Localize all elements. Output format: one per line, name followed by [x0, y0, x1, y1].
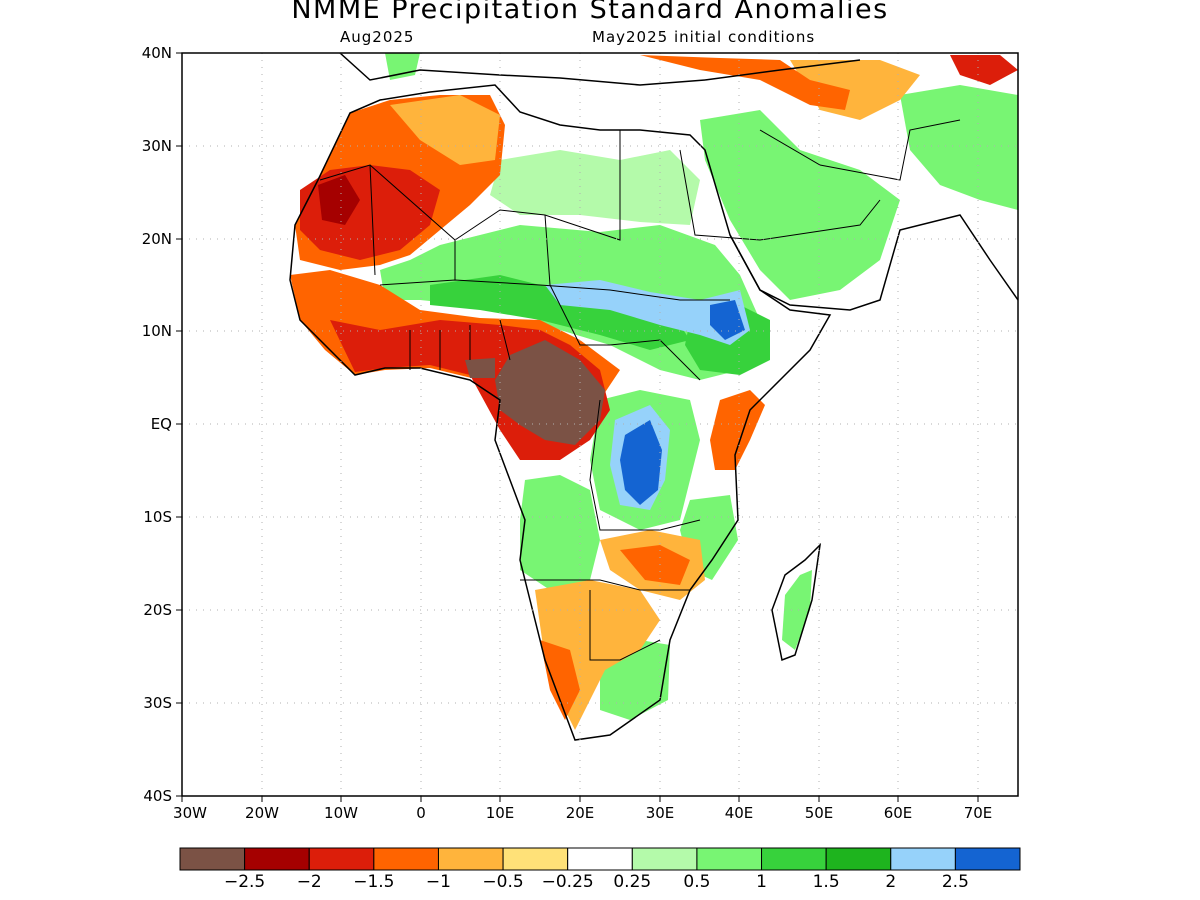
anomaly-brown-ghana — [465, 358, 495, 378]
colorbar-swatch — [179, 847, 246, 871]
colorbar-swatch — [761, 847, 827, 871]
map-title: NMME Precipitation Standard Anomalies — [291, 0, 889, 25]
lat-label: 40N — [141, 44, 172, 62]
colorbar-tick-label: −0.25 — [541, 872, 594, 892]
valid-month-label: Aug2025 — [340, 28, 415, 46]
colorbar-tick-label: 2.5 — [941, 872, 969, 892]
colorbar-tick-label: 1 — [756, 872, 767, 892]
lat-label: 20S — [143, 601, 172, 619]
anomaly-darkgreen-sahel — [430, 275, 690, 350]
lon-label: 20W — [245, 804, 279, 822]
colorbar-swatch — [890, 847, 956, 871]
colorbar-swatch — [825, 847, 892, 871]
anomaly-green-madagascar — [782, 570, 812, 650]
lon-label: 0 — [416, 804, 426, 822]
anomaly-green-angola — [520, 475, 600, 590]
colorbar-swatch — [244, 847, 310, 871]
colorbar-swatch — [954, 847, 1021, 871]
lat-label: EQ — [150, 415, 172, 433]
lat-label: 10N — [141, 322, 172, 340]
lon-label: 40E — [724, 804, 754, 822]
lat-label: 40S — [143, 787, 172, 805]
lon-label: 30E — [645, 804, 675, 822]
colorbar-swatch — [502, 847, 569, 871]
colorbar — [179, 847, 1021, 871]
lon-label: 70E — [963, 804, 993, 822]
colorbar-tick-label: 2 — [885, 872, 897, 892]
colorbar-tick-label: −0.5 — [482, 872, 524, 892]
anomaly-lightblue-sudan — [545, 280, 750, 345]
lon-label: 20E — [565, 804, 595, 822]
colorbar-tick-label: −1.5 — [353, 872, 395, 892]
colorbar-tick-label: −2.5 — [223, 872, 266, 892]
anomaly-red-zambia — [620, 545, 690, 585]
lon-label: 10W — [324, 804, 358, 822]
colorbar-tick-label: 0.25 — [613, 872, 652, 892]
country-borders — [319, 119, 961, 661]
lon-label: 50E — [804, 804, 834, 822]
anomaly-green-iran — [900, 85, 1018, 210]
anomaly-green-arabia — [700, 110, 900, 300]
colorbar-swatch — [437, 847, 504, 871]
anomaly-red-iran — [950, 55, 1018, 85]
colorbar-swatch — [631, 847, 698, 871]
anomaly-green-north — [490, 150, 700, 225]
anomaly-lightorange-northwest — [390, 95, 500, 165]
lon-label: 30W — [173, 804, 207, 822]
anomaly-darkred-mauritania — [318, 175, 360, 225]
anomaly-brown-congo — [495, 340, 605, 445]
anomaly-green-europe — [385, 53, 420, 80]
colorbar-tick-label: −1 — [425, 872, 451, 892]
lat-label: 20N — [141, 230, 172, 248]
colorbar-swatch — [373, 847, 439, 871]
colorbar-swatch — [308, 847, 375, 871]
lat-label: 10S — [143, 508, 172, 526]
graticule — [182, 53, 1018, 796]
colorbar-tick-label: 0.5 — [683, 872, 711, 892]
anomaly-blue-eastafrica — [620, 420, 662, 505]
colorbar-tick-label: 1.5 — [812, 872, 840, 892]
anomaly-orange-namibia — [540, 640, 580, 720]
lat-label: 30S — [143, 694, 172, 712]
initial-conditions-label: May2025 initial conditions — [592, 28, 816, 46]
anomaly-field — [290, 53, 1018, 740]
tick-marks — [176, 52, 979, 802]
anomaly-blue-ethiopia — [710, 300, 745, 340]
lon-label: 10E — [485, 804, 515, 822]
lat-label: 30N — [141, 137, 172, 155]
anomaly-orange-horn — [710, 390, 765, 470]
anomaly-red-mediterranean — [640, 55, 850, 110]
colorbar-tick-label: −2 — [296, 872, 322, 892]
colorbar-swatch — [567, 847, 633, 871]
colorbar-swatch — [696, 847, 763, 871]
lon-label: 60E — [883, 804, 913, 822]
